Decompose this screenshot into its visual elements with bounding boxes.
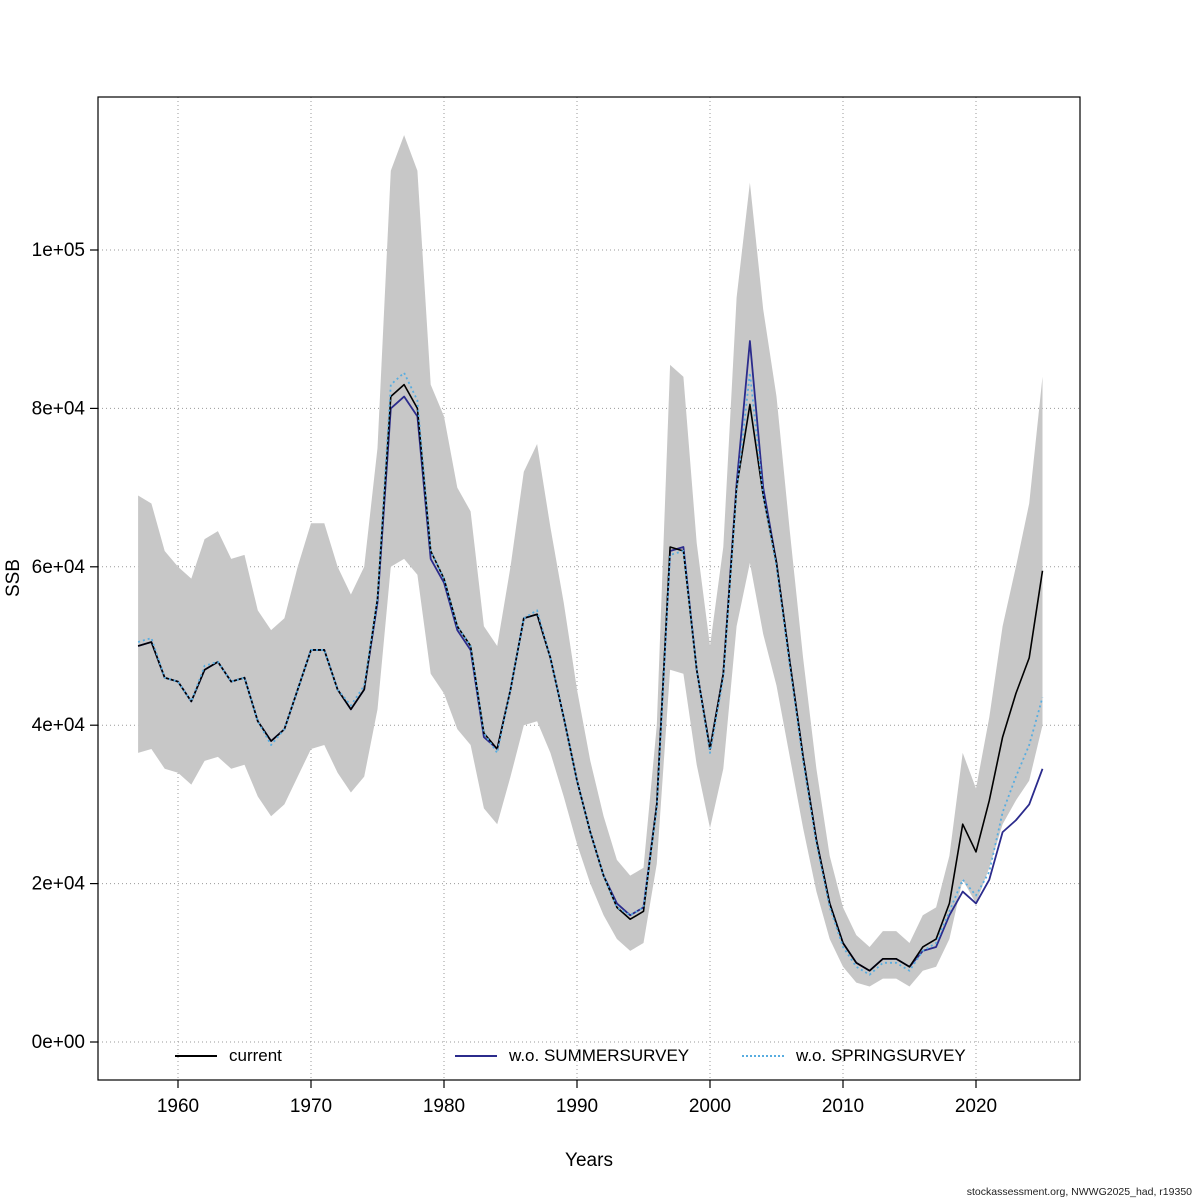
svg-text:2020: 2020 — [955, 1096, 997, 1117]
svg-text:2010: 2010 — [822, 1096, 864, 1117]
legend-item-current: current — [175, 1043, 282, 1069]
current-line-sample — [175, 1055, 217, 1057]
springsurvey-line-sample — [742, 1055, 784, 1057]
legend-item-wo-summersurvey: w.o. SUMMERSURVEY — [455, 1043, 689, 1069]
svg-text:6e+04: 6e+04 — [32, 557, 86, 578]
svg-text:1970: 1970 — [290, 1096, 332, 1117]
svg-text:8e+04: 8e+04 — [32, 398, 86, 419]
source-attribution: stockassessment.org, NWWG2025_had, r1935… — [966, 1186, 1192, 1198]
svg-text:1980: 1980 — [423, 1096, 465, 1117]
svg-text:2e+04: 2e+04 — [32, 874, 86, 895]
svg-text:0e+00: 0e+00 — [32, 1032, 85, 1053]
y-axis-title: SSB — [3, 558, 24, 598]
svg-text:1e+05: 1e+05 — [32, 240, 85, 261]
legend-label-wo-springsurvey: w.o. SPRINGSURVEY — [796, 1046, 966, 1065]
svg-text:4e+04: 4e+04 — [32, 715, 86, 736]
legend-item-wo-springsurvey: w.o. SPRINGSURVEY — [742, 1043, 966, 1069]
legend-label-current: current — [229, 1046, 282, 1065]
svg-text:1960: 1960 — [157, 1096, 199, 1117]
svg-text:1990: 1990 — [556, 1096, 598, 1117]
x-axis-title: Years — [565, 1150, 613, 1171]
legend: current w.o. SUMMERSURVEY w.o. SPRINGSUR… — [0, 1043, 1200, 1069]
confidence-band — [138, 135, 1043, 987]
series-line — [137, 371, 1044, 976]
legend-label-wo-summersurvey: w.o. SUMMERSURVEY — [509, 1046, 690, 1065]
summersurvey-line-sample — [455, 1055, 497, 1057]
svg-text:2000: 2000 — [689, 1096, 731, 1117]
